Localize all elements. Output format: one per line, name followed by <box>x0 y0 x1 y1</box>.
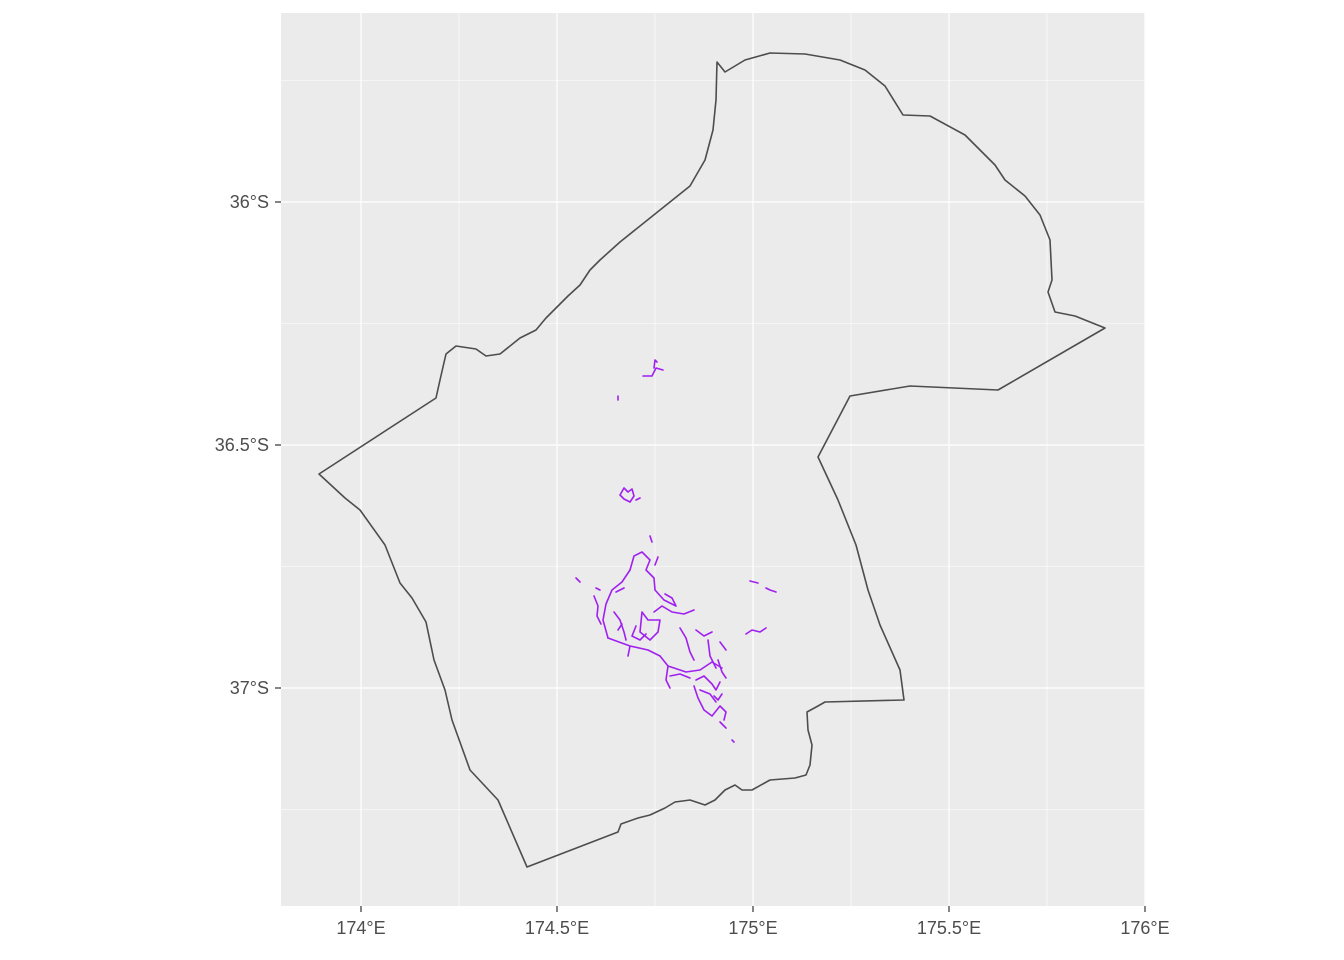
feature-segment <box>617 623 647 641</box>
feature-segment <box>602 569 631 639</box>
feature-segment <box>719 721 735 743</box>
y-tick-label: 36.5°S <box>215 435 269 455</box>
x-tick-label: 174.5°E <box>525 918 589 938</box>
line-features <box>575 359 777 743</box>
feature-segment <box>749 580 777 593</box>
feature-segment <box>575 577 602 625</box>
feature-segment <box>639 605 695 641</box>
feature-segment <box>713 659 727 701</box>
x-tick-label: 174°E <box>336 918 385 938</box>
feature-segment <box>607 611 661 657</box>
axes: 174°E 174.5°E 175°E 175.5°E 176°E 36°S 36.5°S 3… <box>215 192 1170 938</box>
x-tick-label: 176°E <box>1120 918 1169 938</box>
feature-segment <box>642 359 664 377</box>
feature-segment <box>693 685 727 721</box>
x-tick-label: 175.5°E <box>917 918 981 938</box>
feature-segment <box>649 535 653 543</box>
feature-segment <box>669 673 721 691</box>
region-boundary <box>318 52 1106 868</box>
y-tick-label: 36°S <box>230 192 269 212</box>
feature-segment <box>679 627 727 669</box>
feature-segment <box>619 487 641 503</box>
feature-segment <box>629 551 677 607</box>
feature-segment <box>745 627 767 635</box>
x-tick-label: 175°E <box>728 918 777 938</box>
plot-panel <box>281 13 1145 906</box>
grid-lines <box>281 13 1146 906</box>
y-tick-label: 37°S <box>230 678 269 698</box>
